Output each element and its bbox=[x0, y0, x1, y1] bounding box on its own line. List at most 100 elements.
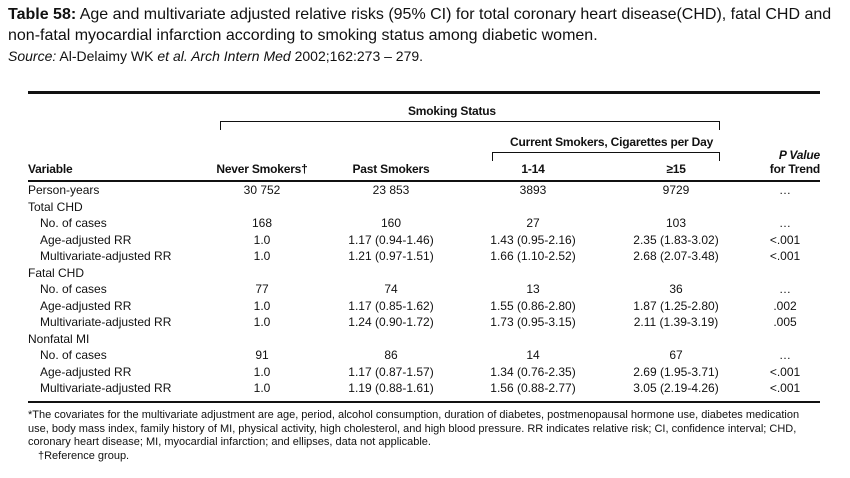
never-smokers-cell: 1.0 bbox=[253, 381, 271, 395]
table-row: No. of cases 91 86 14 67 … bbox=[28, 347, 820, 364]
table-row: No. of cases 77 74 13 36 … bbox=[28, 281, 820, 298]
past-smokers-cell: 74 bbox=[384, 282, 398, 296]
p-value-cell: … bbox=[779, 183, 791, 197]
p-value-cell: <.001 bbox=[769, 249, 801, 263]
header-p-value: P Value bbox=[778, 148, 820, 162]
smokers-1-14-cell: 1.73 (0.95-3.15) bbox=[490, 315, 576, 329]
past-smokers-cell: 23 853 bbox=[372, 183, 410, 197]
table-body: Person-years 30 752 23 853 3893 9729 … Total C… bbox=[28, 182, 820, 397]
row-label: Age-adjusted RR bbox=[40, 364, 132, 379]
p-value-cell: <.001 bbox=[769, 232, 801, 247]
smokers-15-plus-cell: 9729 bbox=[662, 183, 690, 197]
table-row: Multivariate-adjusted RR 1.0 1.21 (0.97-1.… bbox=[28, 248, 820, 265]
table-row: No. of cases 168 160 27 103 … bbox=[28, 215, 820, 232]
never-smokers-cell: 168 bbox=[251, 216, 273, 230]
smoking-status-bracket bbox=[220, 121, 720, 130]
table-footnote: *The covariates for the multivariate adj… bbox=[28, 409, 820, 463]
header-15-plus: ≥15 bbox=[666, 162, 686, 176]
row-label: Total CHD bbox=[28, 199, 83, 214]
past-smokers-cell: 1.17 (0.85-1.62) bbox=[348, 298, 434, 313]
smokers-1-14-cell: 14 bbox=[526, 348, 540, 362]
table-row: Age-adjusted RR 1.0 1.17 (0.87-1.57) 1.34 (… bbox=[28, 364, 820, 381]
table-row: Fatal CHD bbox=[28, 265, 820, 282]
data-table: Smoking Status Current Smokers, Cigarett… bbox=[28, 91, 820, 475]
smokers-15-plus-cell: 1.87 (1.25-2.80) bbox=[633, 298, 719, 313]
smokers-1-14-cell: 1.34 (0.76-2.35) bbox=[490, 364, 576, 379]
smokers-15-plus-cell: 2.35 (1.83-3.02) bbox=[633, 232, 719, 247]
caption-text: Age and multivariate adjusted relative r… bbox=[8, 6, 832, 44]
row-label: No. of cases bbox=[40, 216, 107, 230]
source-authors: Al-Delaimy WK bbox=[56, 48, 158, 64]
current-smokers-bracket bbox=[492, 152, 720, 161]
header-variable: Variable bbox=[28, 162, 73, 176]
smokers-15-plus-cell: 3.05 (2.19-4.26) bbox=[633, 381, 719, 395]
past-smokers-cell: 160 bbox=[380, 216, 402, 230]
row-label: No. of cases bbox=[40, 282, 107, 296]
footnote-covariates: *The covariates for the multivariate adj… bbox=[28, 409, 800, 448]
source-etal: et al. Arch Intern Med bbox=[157, 48, 291, 64]
smokers-15-plus-cell: 2.69 (1.95-3.71) bbox=[633, 364, 719, 379]
row-label: Person-years bbox=[28, 183, 100, 197]
row-label: No. of cases bbox=[40, 348, 107, 362]
p-value-cell: .005 bbox=[773, 315, 797, 329]
never-smokers-cell: 1.0 bbox=[253, 315, 271, 329]
smokers-15-plus-cell: 103 bbox=[665, 216, 687, 230]
smokers-1-14-cell: 3893 bbox=[519, 183, 547, 197]
table-bottom-rule bbox=[28, 401, 820, 403]
past-smokers-cell: 86 bbox=[384, 348, 398, 362]
footnote-reference: †Reference group. bbox=[38, 449, 130, 462]
caption-source: Source: Al-Delaimy WK et al. Arch Intern… bbox=[8, 48, 423, 64]
table-row: Age-adjusted RR 1.0 1.17 (0.85-1.62) 1.55 (… bbox=[28, 298, 820, 315]
header-for-trend: for Trend bbox=[769, 162, 820, 176]
table-row: Age-adjusted RR 1.0 1.17 (0.94-1.46) 1.43 (… bbox=[28, 232, 820, 249]
row-label: Multivariate-adjusted RR bbox=[40, 381, 172, 395]
past-smokers-cell: 1.17 (0.94-1.46) bbox=[348, 232, 434, 247]
smokers-1-14-cell: 27 bbox=[526, 216, 540, 230]
smokers-1-14-cell: 13 bbox=[526, 282, 540, 296]
table-row: Total CHD bbox=[28, 199, 820, 216]
past-smokers-cell: 1.21 (0.97-1.51) bbox=[348, 249, 434, 263]
p-value-cell: .002 bbox=[773, 298, 797, 313]
p-value-cell: … bbox=[779, 282, 791, 296]
row-label: Age-adjusted RR bbox=[40, 232, 132, 247]
p-value-cell: <.001 bbox=[769, 364, 801, 379]
header-past-smokers: Past Smokers bbox=[352, 162, 430, 176]
row-label: Nonfatal MI bbox=[28, 331, 90, 346]
never-smokers-cell: 91 bbox=[255, 348, 269, 362]
never-smokers-cell: 1.0 bbox=[253, 364, 271, 379]
smokers-1-14-cell: 1.55 (0.86-2.80) bbox=[490, 298, 576, 313]
never-smokers-cell: 1.0 bbox=[253, 298, 271, 313]
source-label: Source: bbox=[8, 48, 57, 64]
smokers-1-14-cell: 1.56 (0.88-2.77) bbox=[490, 381, 576, 395]
smokers-1-14-cell: 1.66 (1.10-2.52) bbox=[490, 249, 576, 263]
smokers-15-plus-cell: 67 bbox=[669, 348, 683, 362]
table-caption: Table 58: Age and multivariate adjusted … bbox=[8, 4, 844, 67]
never-smokers-cell: 1.0 bbox=[253, 249, 271, 263]
never-smokers-cell: 30 752 bbox=[243, 183, 281, 197]
source-rest: 2002;162:273 – 279. bbox=[290, 48, 424, 64]
p-value-cell: … bbox=[779, 216, 791, 230]
row-label: Fatal CHD bbox=[28, 265, 85, 280]
table-row: Multivariate-adjusted RR 1.0 1.19 (0.88-1.… bbox=[28, 380, 820, 397]
table-top-rule bbox=[28, 91, 820, 94]
never-smokers-cell: 77 bbox=[255, 282, 269, 296]
header-1-14: 1-14 bbox=[521, 162, 545, 176]
smokers-15-plus-cell: 2.11 (1.39-3.19) bbox=[633, 315, 719, 329]
table-header-rule bbox=[28, 180, 820, 182]
header-current-smokers: Current Smokers, Cigarettes per Day bbox=[510, 135, 714, 149]
smokers-15-plus-cell: 2.68 (2.07-3.48) bbox=[633, 249, 719, 263]
past-smokers-cell: 1.17 (0.87-1.57) bbox=[348, 364, 434, 379]
row-label: Age-adjusted RR bbox=[40, 298, 132, 313]
p-value-cell: … bbox=[779, 348, 791, 362]
table-row: Person-years 30 752 23 853 3893 9729 … bbox=[28, 182, 820, 199]
smokers-1-14-cell: 1.43 (0.95-2.16) bbox=[490, 232, 576, 247]
table-row: Nonfatal MI bbox=[28, 331, 820, 348]
smokers-15-plus-cell: 36 bbox=[669, 282, 683, 296]
header-never-smokers: Never Smokers† bbox=[216, 162, 308, 176]
past-smokers-cell: 1.24 (0.90-1.72) bbox=[348, 315, 434, 329]
never-smokers-cell: 1.0 bbox=[253, 232, 271, 247]
past-smokers-cell: 1.19 (0.88-1.61) bbox=[348, 381, 434, 395]
table-row: Multivariate-adjusted RR 1.0 1.24 (0.90-1.… bbox=[28, 314, 820, 331]
header-smoking-status: Smoking Status bbox=[408, 104, 496, 118]
row-label: Multivariate-adjusted RR bbox=[40, 249, 172, 263]
